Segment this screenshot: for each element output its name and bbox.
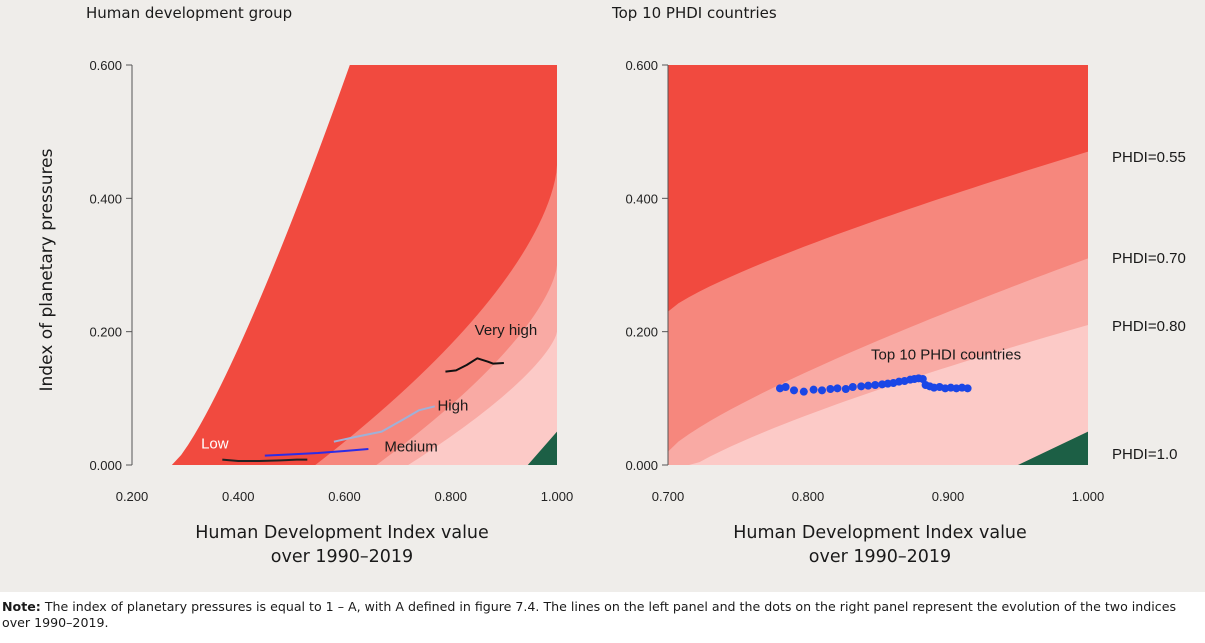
right-region-phdi-080-100 [668, 325, 1088, 465]
top10-dot [818, 386, 826, 395]
top10-dot [841, 385, 850, 393]
top10-dot [833, 384, 842, 393]
region-phdi-100 [527, 431, 557, 465]
top10-dot [864, 381, 873, 390]
series-label-high: High [437, 397, 468, 414]
right-plot-area [668, 65, 1088, 465]
series-line-low [222, 458, 308, 462]
left-panel-title: Human development group [86, 4, 293, 22]
contour-label-070: PHDI=0.70 [1112, 250, 1186, 267]
right-x-tick-label: 0.900 [932, 489, 965, 504]
left-x-axis-label-line1: Human Development Index value [195, 523, 489, 543]
left-plot-area [132, 65, 557, 465]
right-region-phdi-100 [1018, 431, 1088, 465]
top10-dot [790, 386, 798, 395]
top10-dot [857, 382, 866, 391]
right-y-tick-label: 0.200 [625, 325, 658, 340]
left-x-tick-label: 0.800 [434, 489, 467, 504]
top10-annotation: Top 10 PHDI countries [871, 347, 1021, 364]
left-x-tick-label: 0.600 [328, 489, 361, 504]
series-line-high [333, 405, 436, 443]
right-x-tick-label: 0.700 [652, 489, 685, 504]
series-label-very-high: Very high [475, 322, 538, 339]
note-label: Note: [2, 599, 41, 614]
series-line-very-high [445, 357, 504, 373]
right-y-tick-label: 0.000 [625, 458, 658, 473]
top10-dot [799, 387, 808, 396]
top10-dot [826, 385, 835, 393]
left-x-tick-label: 0.200 [116, 489, 149, 504]
right-x-tick-label: 0.800 [792, 489, 825, 504]
top10-dot [963, 384, 972, 393]
contour-label-080: PHDI=0.80 [1112, 318, 1186, 335]
series-label-medium: Medium [384, 439, 437, 456]
note-text: The index of planetary pressures is equa… [2, 599, 1177, 630]
series-label-low: Low [201, 435, 229, 452]
left-x-axis-label-line2: over 1990–2019 [271, 547, 413, 567]
figure-panel: Human development group Top 10 PHDI coun… [0, 0, 1205, 592]
top10-dot [848, 383, 857, 391]
left-y-tick-label: 0.600 [89, 58, 122, 73]
chart-canvas: 0.200 0.400 0.600 0.800 1.000 0.000 0.200 0.400… [37, 58, 1186, 567]
left-y-tick-label: 0.200 [89, 325, 122, 340]
right-x-tick-label: 1.000 [1072, 489, 1105, 504]
top10-dot [809, 385, 818, 394]
region-phdi-080-100 [408, 331, 557, 465]
series-line-medium [264, 448, 369, 457]
top10-dot [871, 381, 880, 389]
figure-note: Note: The index of planetary pressures i… [2, 599, 1200, 631]
left-y-tick-label: 0.400 [89, 191, 122, 206]
contour-label-055: PHDI=0.55 [1112, 149, 1186, 166]
left-y-tick-label: 0.000 [89, 458, 122, 473]
top10-dot [781, 383, 790, 391]
right-y-tick-label: 0.400 [625, 191, 658, 206]
right-y-tick-label: 0.600 [625, 58, 658, 73]
right-x-axis-label-line1: Human Development Index value [733, 523, 1027, 543]
left-x-tick-label: 0.400 [222, 489, 255, 504]
contour-label-100: PHDI=1.0 [1112, 446, 1177, 463]
right-x-axis-label-line2: over 1990–2019 [809, 547, 951, 567]
y-axis-label: Index of planetary pressures [37, 148, 57, 391]
top10-dot [918, 375, 927, 383]
right-panel-title: Top 10 PHDI countries [612, 4, 777, 22]
left-x-tick-label: 1.000 [541, 489, 574, 504]
